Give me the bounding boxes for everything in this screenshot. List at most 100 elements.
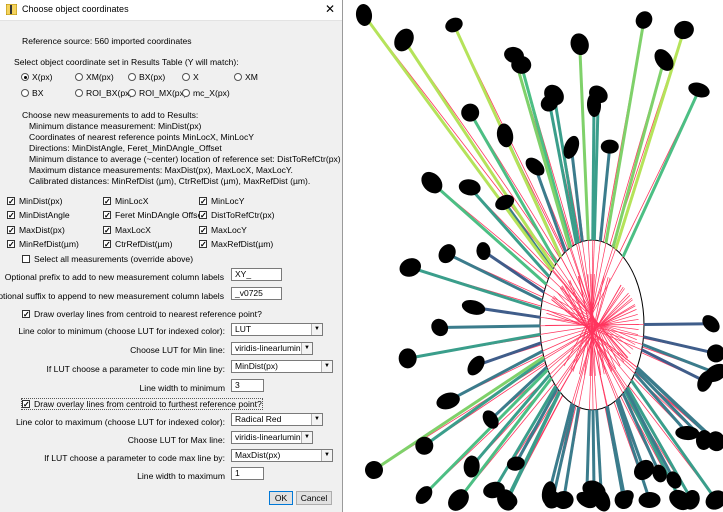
checkbox-maxlocy[interactable]: ✓ MaxLocY xyxy=(199,225,247,235)
checkbox-minlocx[interactable]: ✓ MinLocX xyxy=(103,196,148,206)
checkbox-label: MinDist(px) xyxy=(19,196,63,206)
max-distance-line-segment xyxy=(553,266,627,360)
min-param-label: If LUT choose a parameter to code min li… xyxy=(46,364,226,374)
object-blob xyxy=(445,17,463,33)
check-icon: ✓ xyxy=(199,211,207,220)
object-blob xyxy=(615,490,634,507)
max-distance-line-segment xyxy=(559,284,622,392)
min-distance-line xyxy=(633,372,689,435)
check-icon: ✓ xyxy=(199,240,207,249)
check-icon: ✓ xyxy=(7,226,15,235)
chevron-down-icon: ▼ xyxy=(321,361,332,372)
radio-indicator xyxy=(182,73,190,81)
object-blob xyxy=(600,139,619,154)
checkbox-disttorefctr[interactable]: ✓ DistToRefCtr(px) xyxy=(199,210,275,220)
close-icon[interactable]: ✕ xyxy=(324,2,336,16)
check-icon: ✓ xyxy=(103,226,111,235)
checkbox-label: CtrRefDist(µm) xyxy=(115,239,173,249)
chevron-down-icon: ▼ xyxy=(311,324,322,335)
radio-xm-px[interactable]: XM(px) xyxy=(75,72,114,82)
checkbox-minlocy[interactable]: ✓ MinLocY xyxy=(199,196,244,206)
min-distance-line xyxy=(482,249,545,294)
min-lut-select[interactable]: viridis-linearlumin ▼ xyxy=(231,342,313,355)
object-blob xyxy=(415,436,434,455)
min-distance-line xyxy=(630,379,718,501)
min-distance-line xyxy=(591,104,596,241)
object-blob xyxy=(654,49,674,71)
radio-x[interactable]: X xyxy=(182,72,199,82)
check-icon: ✓ xyxy=(103,211,111,220)
min-lut-label: Choose LUT for Min line: xyxy=(130,345,225,355)
min-distance-line xyxy=(492,385,558,491)
object-blob xyxy=(683,489,700,510)
max-distance-line-segment xyxy=(565,251,617,370)
object-blob xyxy=(483,481,505,499)
min-color-select[interactable]: LUT ▼ xyxy=(231,323,323,336)
object-blob xyxy=(705,490,723,510)
object-blob xyxy=(394,28,414,52)
imagej-app-icon xyxy=(6,4,17,15)
chevron-down-icon: ▼ xyxy=(321,450,332,461)
object-blob xyxy=(458,179,481,196)
object-blobs-group xyxy=(355,4,723,512)
radio-indicator xyxy=(128,89,136,97)
checkbox-label: MinRefDist(µm) xyxy=(19,239,79,249)
radio-xm[interactable]: XM xyxy=(234,72,258,82)
check-icon: ✓ xyxy=(7,197,15,206)
radio-indicator xyxy=(21,73,29,81)
prefix-input[interactable]: XY_ xyxy=(231,268,282,281)
checkbox-draw-max-lines[interactable]: ✓ Draw overlay lines from centroid to fur… xyxy=(21,398,263,410)
checkbox-label: MaxRefDist(µm) xyxy=(211,239,274,249)
checkbox-label: Select all measurements (override above) xyxy=(34,254,194,264)
radio-label: X xyxy=(193,72,199,82)
object-blob xyxy=(496,123,514,148)
object-blob xyxy=(702,315,720,333)
checkbox-ctrrefdist[interactable]: ✓ CtrRefDist(µm) xyxy=(103,239,172,249)
checkbox-label: MinDistAngle xyxy=(19,210,70,220)
checkbox-select-all[interactable]: Select all measurements (override above) xyxy=(22,254,193,264)
radio-roi-bx-px[interactable]: ROI_BX(px) xyxy=(75,88,132,98)
min-distance-line xyxy=(409,266,542,311)
radio-indicator xyxy=(234,73,242,81)
checkbox-label: MaxDist(px) xyxy=(19,225,65,235)
ok-button[interactable]: OK xyxy=(269,491,293,505)
checkbox-maxlocx[interactable]: ✓ MaxLocX xyxy=(103,225,151,235)
cancel-button[interactable]: Cancel xyxy=(296,491,332,505)
checkbox-draw-min-lines[interactable]: ✓ Draw overlay lines from centroid to nea… xyxy=(22,309,262,319)
checkbox-mindistangle[interactable]: ✓ MinDistAngle xyxy=(7,210,70,220)
checkbox-feret-mindangle-offset[interactable]: ✓ Feret MinDAngle Offset xyxy=(103,210,205,220)
max-distance-line-segment xyxy=(551,270,629,358)
radio-indicator xyxy=(75,89,83,97)
max-lut-select[interactable]: viridis-linearlumin ▼ xyxy=(231,431,313,444)
checkbox-minrefdist[interactable]: ✓ MinRefDist(µm) xyxy=(7,239,79,249)
min-distance-line xyxy=(641,348,706,383)
min-width-input[interactable]: 3 xyxy=(231,379,264,392)
radio-bx-px[interactable]: BX(px) xyxy=(128,72,165,82)
max-distance-line-segment xyxy=(590,240,594,376)
radio-bx[interactable]: BX xyxy=(21,88,43,98)
checkbox-maxdist-px[interactable]: ✓ MaxDist(px) xyxy=(7,225,65,235)
object-blob xyxy=(506,456,525,471)
max-distance-line-segment xyxy=(549,294,631,375)
radio-mc-x-px[interactable]: mc_X(px) xyxy=(182,88,230,98)
radio-x-px[interactable]: X(px) xyxy=(21,72,53,82)
object-blob xyxy=(586,93,602,117)
checkbox-maxrefdist[interactable]: ✓ MaxRefDist(µm) xyxy=(199,239,273,249)
max-width-label: Line width to maximum xyxy=(137,471,225,481)
max-color-select[interactable]: Radical Red ▼ xyxy=(231,413,323,426)
chevron-down-icon: ▼ xyxy=(311,414,322,425)
min-distance-line xyxy=(592,94,600,241)
min-distance-line xyxy=(489,366,548,421)
max-width-input[interactable]: 1 xyxy=(231,467,264,480)
checkbox-mindist-px[interactable]: ✓ MinDist(px) xyxy=(7,196,62,206)
suffix-input[interactable]: _v0725 xyxy=(231,287,282,300)
select-value: Radical Red xyxy=(235,414,282,424)
radio-roi-mx-px[interactable]: ROI_MX(px) xyxy=(128,88,187,98)
min-distance-line xyxy=(598,146,612,242)
min-distance-line xyxy=(643,335,717,355)
min-distance-line xyxy=(621,392,661,475)
max-distance-line-segment xyxy=(545,317,644,338)
min-param-select[interactable]: MinDist(px) ▼ xyxy=(231,360,333,373)
object-blob xyxy=(695,430,713,450)
max-param-select[interactable]: MaxDist(px) ▼ xyxy=(231,449,333,462)
